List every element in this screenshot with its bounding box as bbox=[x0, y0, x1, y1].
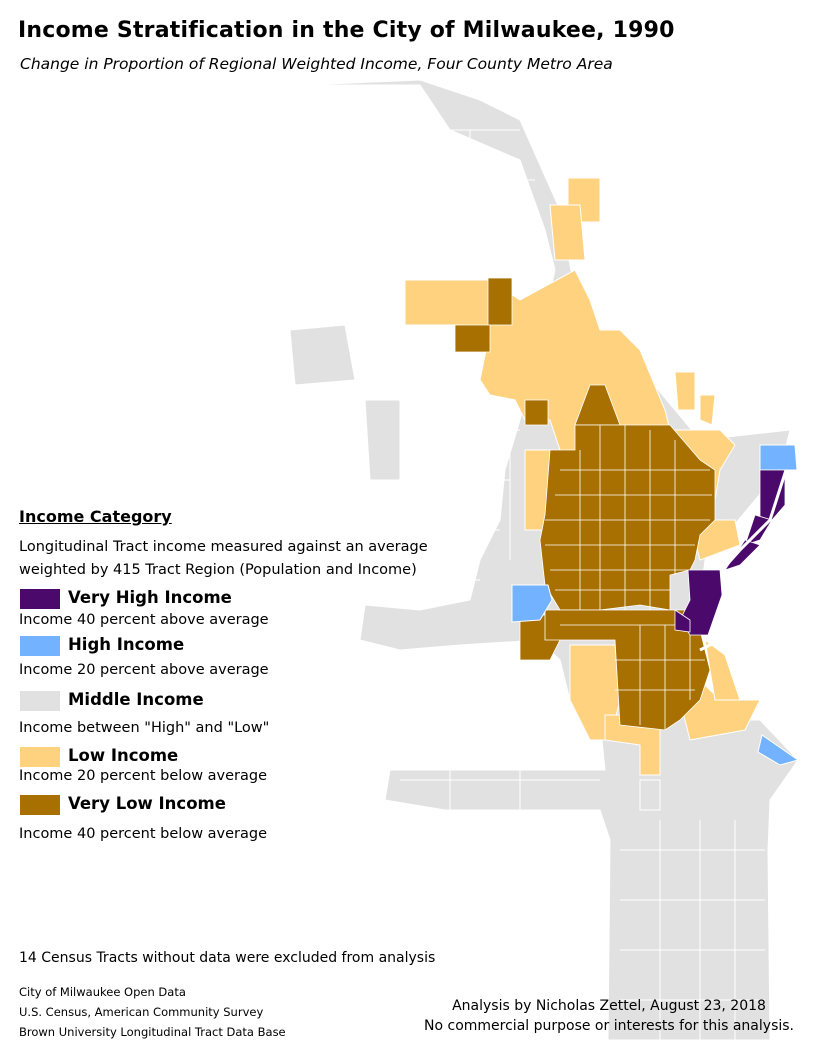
source-line: Brown University Longitudinal Tract Data… bbox=[19, 1025, 286, 1039]
very-low-income-tracts bbox=[454, 277, 716, 731]
map-subtitle: Change in Proportion of Regional Weighte… bbox=[20, 55, 613, 73]
high-income-label: High Income bbox=[68, 635, 185, 654]
low-income-swatch bbox=[20, 747, 60, 767]
very-high-income-label: Very High Income bbox=[68, 588, 232, 607]
author-credit: Analysis by Nicholas Zettel, August 23, … bbox=[424, 996, 794, 1036]
data-sources: City of Milwaukee Open Data U.S. Census,… bbox=[19, 982, 286, 1042]
high-income-desc: Income 20 percent above average bbox=[19, 662, 269, 678]
very-low-income-swatch bbox=[20, 795, 60, 815]
source-line: U.S. Census, American Community Survey bbox=[19, 1005, 264, 1019]
legend-description-line2: weighted by 415 Tract Region (Population… bbox=[19, 562, 417, 578]
very-low-income-label: Very Low Income bbox=[68, 794, 226, 813]
excluded-tracts-note: 14 Census Tracts without data were exclu… bbox=[19, 950, 436, 966]
middle-income-swatch bbox=[20, 691, 60, 711]
map-title: Income Stratification in the City of Mil… bbox=[18, 18, 675, 43]
legend-description-line1: Longitudinal Tract income measured again… bbox=[19, 539, 428, 555]
very-high-income-desc: Income 40 percent above average bbox=[19, 612, 269, 628]
very-low-tract-lines bbox=[545, 425, 712, 730]
legend-description: Longitudinal Tract income measured again… bbox=[19, 536, 428, 582]
very-high-income-swatch bbox=[20, 589, 60, 609]
low-income-label: Low Income bbox=[68, 746, 179, 765]
credit-line1: Analysis by Nicholas Zettel, August 23, … bbox=[452, 998, 766, 1014]
high-income-swatch bbox=[20, 636, 60, 656]
tract-boundaries bbox=[300, 90, 765, 1040]
source-line: City of Milwaukee Open Data bbox=[19, 985, 186, 999]
credit-line2: No commercial purpose or interests for t… bbox=[424, 1018, 794, 1034]
low-income-desc: Income 20 percent below average bbox=[19, 768, 268, 784]
high-income-tracts bbox=[511, 444, 800, 766]
legend-heading: Income Category bbox=[19, 507, 172, 526]
middle-income-desc: Income between "High" and "Low" bbox=[19, 720, 270, 736]
middle-income-label: Middle Income bbox=[68, 690, 204, 709]
very-low-income-desc: Income 40 percent below average bbox=[19, 826, 268, 842]
shoreline-gaps bbox=[699, 469, 788, 652]
